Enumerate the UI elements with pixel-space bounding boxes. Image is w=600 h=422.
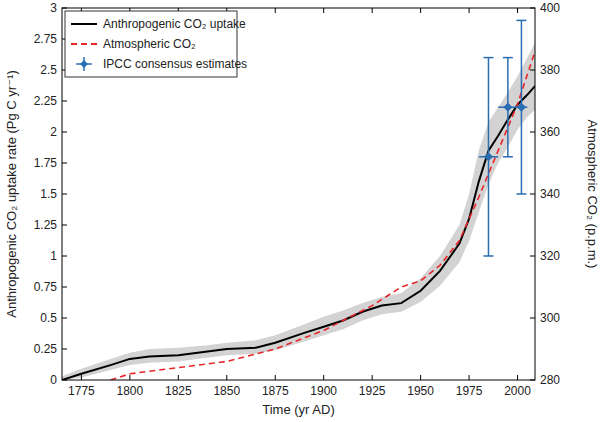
y-tick-label: 1.25 bbox=[34, 218, 58, 232]
x-tick bbox=[129, 375, 130, 380]
x-tick bbox=[517, 375, 518, 380]
error-cap bbox=[483, 57, 493, 59]
x-tick bbox=[226, 375, 227, 380]
x-tick-top bbox=[275, 8, 276, 13]
y-tick-label: 2.75 bbox=[34, 32, 58, 46]
legend-swatch bbox=[71, 23, 97, 25]
x-tick-top bbox=[469, 8, 470, 13]
x-tick-label: 1850 bbox=[213, 384, 240, 398]
y-tick bbox=[62, 132, 67, 133]
y-tick-label: 2.5 bbox=[40, 63, 57, 77]
x-tick-top bbox=[517, 8, 518, 13]
x-tick-top bbox=[420, 8, 421, 13]
chart: 1775 1800 1825 1850 1875 1900 1925 1950 1975 2000… bbox=[0, 0, 600, 422]
marker bbox=[504, 103, 512, 111]
y-tick-label: 0.75 bbox=[34, 280, 58, 294]
x-tick-label: 1875 bbox=[262, 384, 289, 398]
y2-tick bbox=[530, 318, 535, 319]
y-tick-label: 1.5 bbox=[40, 187, 57, 201]
error-cap bbox=[516, 193, 526, 195]
y2-tick bbox=[530, 70, 535, 71]
y-tick bbox=[62, 256, 67, 257]
marker bbox=[517, 103, 525, 111]
y-tick bbox=[62, 225, 67, 226]
y2-tick-label: 380 bbox=[540, 63, 560, 77]
x-tick bbox=[275, 375, 276, 380]
error-cap bbox=[516, 20, 526, 22]
y-tick bbox=[62, 318, 67, 319]
line bbox=[62, 86, 535, 380]
legend-swatch bbox=[80, 60, 88, 68]
y-tick bbox=[62, 101, 67, 102]
y2-tick-label: 300 bbox=[540, 311, 560, 325]
x-tick-label: 1900 bbox=[310, 384, 337, 398]
x-tick bbox=[469, 375, 470, 380]
legend: Anthropogenic CO₂ uptake Atmospheric CO₂ I… bbox=[65, 11, 247, 77]
x-tick bbox=[178, 375, 179, 380]
marker bbox=[484, 153, 492, 161]
x-tick-label: 1775 bbox=[68, 384, 95, 398]
y-tick-label: 0.5 bbox=[40, 311, 57, 325]
y2-tick bbox=[530, 132, 535, 133]
x-tick-top bbox=[372, 8, 373, 13]
error-cap bbox=[503, 156, 513, 158]
x-tick bbox=[81, 375, 82, 380]
legend-label: Atmospheric CO₂ bbox=[103, 37, 196, 51]
x-tick-label: 1925 bbox=[359, 384, 386, 398]
y2-tick-label: 280 bbox=[540, 373, 560, 387]
y2-tick-label: 320 bbox=[540, 249, 560, 263]
y-tick-label: 1.75 bbox=[34, 156, 58, 170]
y2-axis-label: Atmospheric CO₂ (p.p.m.) bbox=[585, 120, 600, 269]
y-tick-label: 3 bbox=[50, 1, 57, 15]
x-tick-label: 1975 bbox=[456, 384, 483, 398]
y-tick-label: 0 bbox=[50, 373, 57, 387]
y-tick-label: 2 bbox=[50, 125, 57, 139]
y-tick bbox=[62, 163, 67, 164]
x-tick-label: 1800 bbox=[116, 384, 143, 398]
x-tick-label: 1950 bbox=[407, 384, 434, 398]
x-tick bbox=[372, 375, 373, 380]
x-axis-label: Time (yr AD) bbox=[262, 402, 334, 417]
y2-tick bbox=[530, 8, 535, 9]
error-cap bbox=[503, 57, 513, 59]
legend-label: Anthropogenic CO₂ uptake bbox=[103, 17, 246, 31]
y-tick-label: 1 bbox=[50, 249, 57, 263]
plot-frame bbox=[62, 8, 535, 380]
x-tick-top bbox=[323, 8, 324, 13]
legend-swatch bbox=[71, 43, 97, 45]
y-tick bbox=[62, 194, 67, 195]
y-axis-label: Anthropogenic CO₂ uptake rate (Pg C yr⁻¹… bbox=[4, 70, 19, 317]
y-tick bbox=[62, 349, 67, 350]
y2-tick-label: 360 bbox=[540, 125, 560, 139]
x-tick bbox=[420, 375, 421, 380]
uncertainty-band bbox=[62, 43, 535, 380]
line bbox=[110, 51, 535, 380]
y2-tick-label: 340 bbox=[540, 187, 560, 201]
y-tick bbox=[62, 8, 67, 9]
y2-tick bbox=[530, 194, 535, 195]
y-tick bbox=[62, 380, 67, 381]
x-tick-label: 2000 bbox=[504, 384, 531, 398]
x-tick-label: 1825 bbox=[165, 384, 192, 398]
error-cap bbox=[483, 255, 493, 257]
y2-tick-label: 400 bbox=[540, 1, 560, 15]
y2-tick bbox=[530, 256, 535, 257]
y-tick-label: 2.25 bbox=[34, 94, 58, 108]
y-tick bbox=[62, 287, 67, 288]
legend-label: IPCC consensus estimates bbox=[103, 57, 247, 71]
y-tick-label: 0.25 bbox=[34, 342, 58, 356]
y2-tick bbox=[530, 380, 535, 381]
x-tick bbox=[323, 375, 324, 380]
